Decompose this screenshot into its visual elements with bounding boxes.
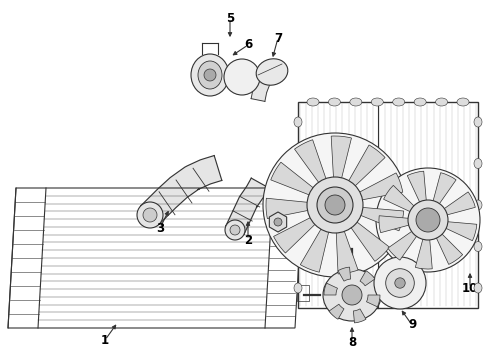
Circle shape (325, 195, 345, 215)
Ellipse shape (328, 98, 341, 106)
Wedge shape (343, 214, 390, 261)
Wedge shape (324, 283, 338, 295)
Text: 2: 2 (244, 234, 252, 247)
Wedge shape (331, 136, 351, 190)
Circle shape (137, 202, 163, 228)
Ellipse shape (294, 200, 302, 210)
Circle shape (274, 218, 282, 226)
Circle shape (408, 200, 448, 240)
Wedge shape (367, 295, 380, 307)
Ellipse shape (191, 54, 229, 96)
Wedge shape (416, 231, 432, 269)
Wedge shape (384, 185, 419, 215)
Wedge shape (438, 192, 475, 217)
Circle shape (230, 225, 240, 235)
Ellipse shape (457, 98, 469, 106)
Ellipse shape (474, 158, 482, 168)
Text: 9: 9 (408, 319, 416, 332)
Wedge shape (329, 304, 344, 319)
Ellipse shape (474, 283, 482, 293)
Circle shape (224, 59, 260, 95)
Wedge shape (343, 145, 385, 195)
Text: 6: 6 (244, 39, 252, 51)
Wedge shape (349, 206, 404, 231)
Circle shape (263, 133, 407, 277)
Ellipse shape (474, 117, 482, 127)
Text: 5: 5 (226, 12, 234, 24)
Wedge shape (439, 221, 477, 241)
Ellipse shape (436, 98, 447, 106)
Ellipse shape (294, 158, 302, 168)
Wedge shape (348, 173, 403, 202)
Ellipse shape (294, 242, 302, 252)
Wedge shape (379, 216, 416, 233)
Polygon shape (141, 156, 222, 224)
Polygon shape (270, 212, 287, 232)
Ellipse shape (256, 59, 288, 85)
Wedge shape (336, 219, 358, 274)
Text: 11: 11 (297, 198, 313, 211)
Circle shape (342, 285, 362, 305)
Wedge shape (273, 212, 324, 253)
Wedge shape (431, 173, 456, 210)
Circle shape (307, 177, 363, 233)
Text: 10: 10 (462, 282, 478, 294)
Ellipse shape (294, 283, 302, 293)
Wedge shape (360, 271, 375, 286)
Ellipse shape (350, 98, 362, 106)
Ellipse shape (371, 98, 383, 106)
Polygon shape (251, 77, 270, 102)
Text: 7: 7 (274, 31, 282, 45)
Circle shape (395, 278, 405, 288)
Text: 1: 1 (101, 333, 109, 346)
Wedge shape (433, 229, 463, 264)
Ellipse shape (323, 269, 381, 321)
Ellipse shape (307, 98, 319, 106)
Wedge shape (388, 227, 421, 260)
Text: 4: 4 (301, 211, 309, 225)
Circle shape (317, 187, 353, 223)
Circle shape (416, 208, 440, 232)
Text: 3: 3 (156, 221, 164, 234)
Polygon shape (226, 178, 269, 234)
Wedge shape (338, 267, 351, 281)
Wedge shape (300, 218, 332, 272)
Wedge shape (407, 171, 427, 209)
Circle shape (374, 257, 426, 309)
Circle shape (386, 269, 415, 297)
Text: 8: 8 (348, 336, 356, 348)
Wedge shape (271, 162, 323, 199)
Wedge shape (294, 140, 330, 193)
Circle shape (143, 208, 157, 222)
Ellipse shape (474, 242, 482, 252)
Wedge shape (353, 309, 366, 323)
Ellipse shape (198, 61, 222, 89)
Circle shape (376, 168, 480, 272)
Circle shape (204, 69, 216, 81)
Ellipse shape (392, 98, 405, 106)
Ellipse shape (414, 98, 426, 106)
Wedge shape (266, 198, 320, 219)
Ellipse shape (294, 117, 302, 127)
Ellipse shape (474, 200, 482, 210)
Circle shape (225, 220, 245, 240)
